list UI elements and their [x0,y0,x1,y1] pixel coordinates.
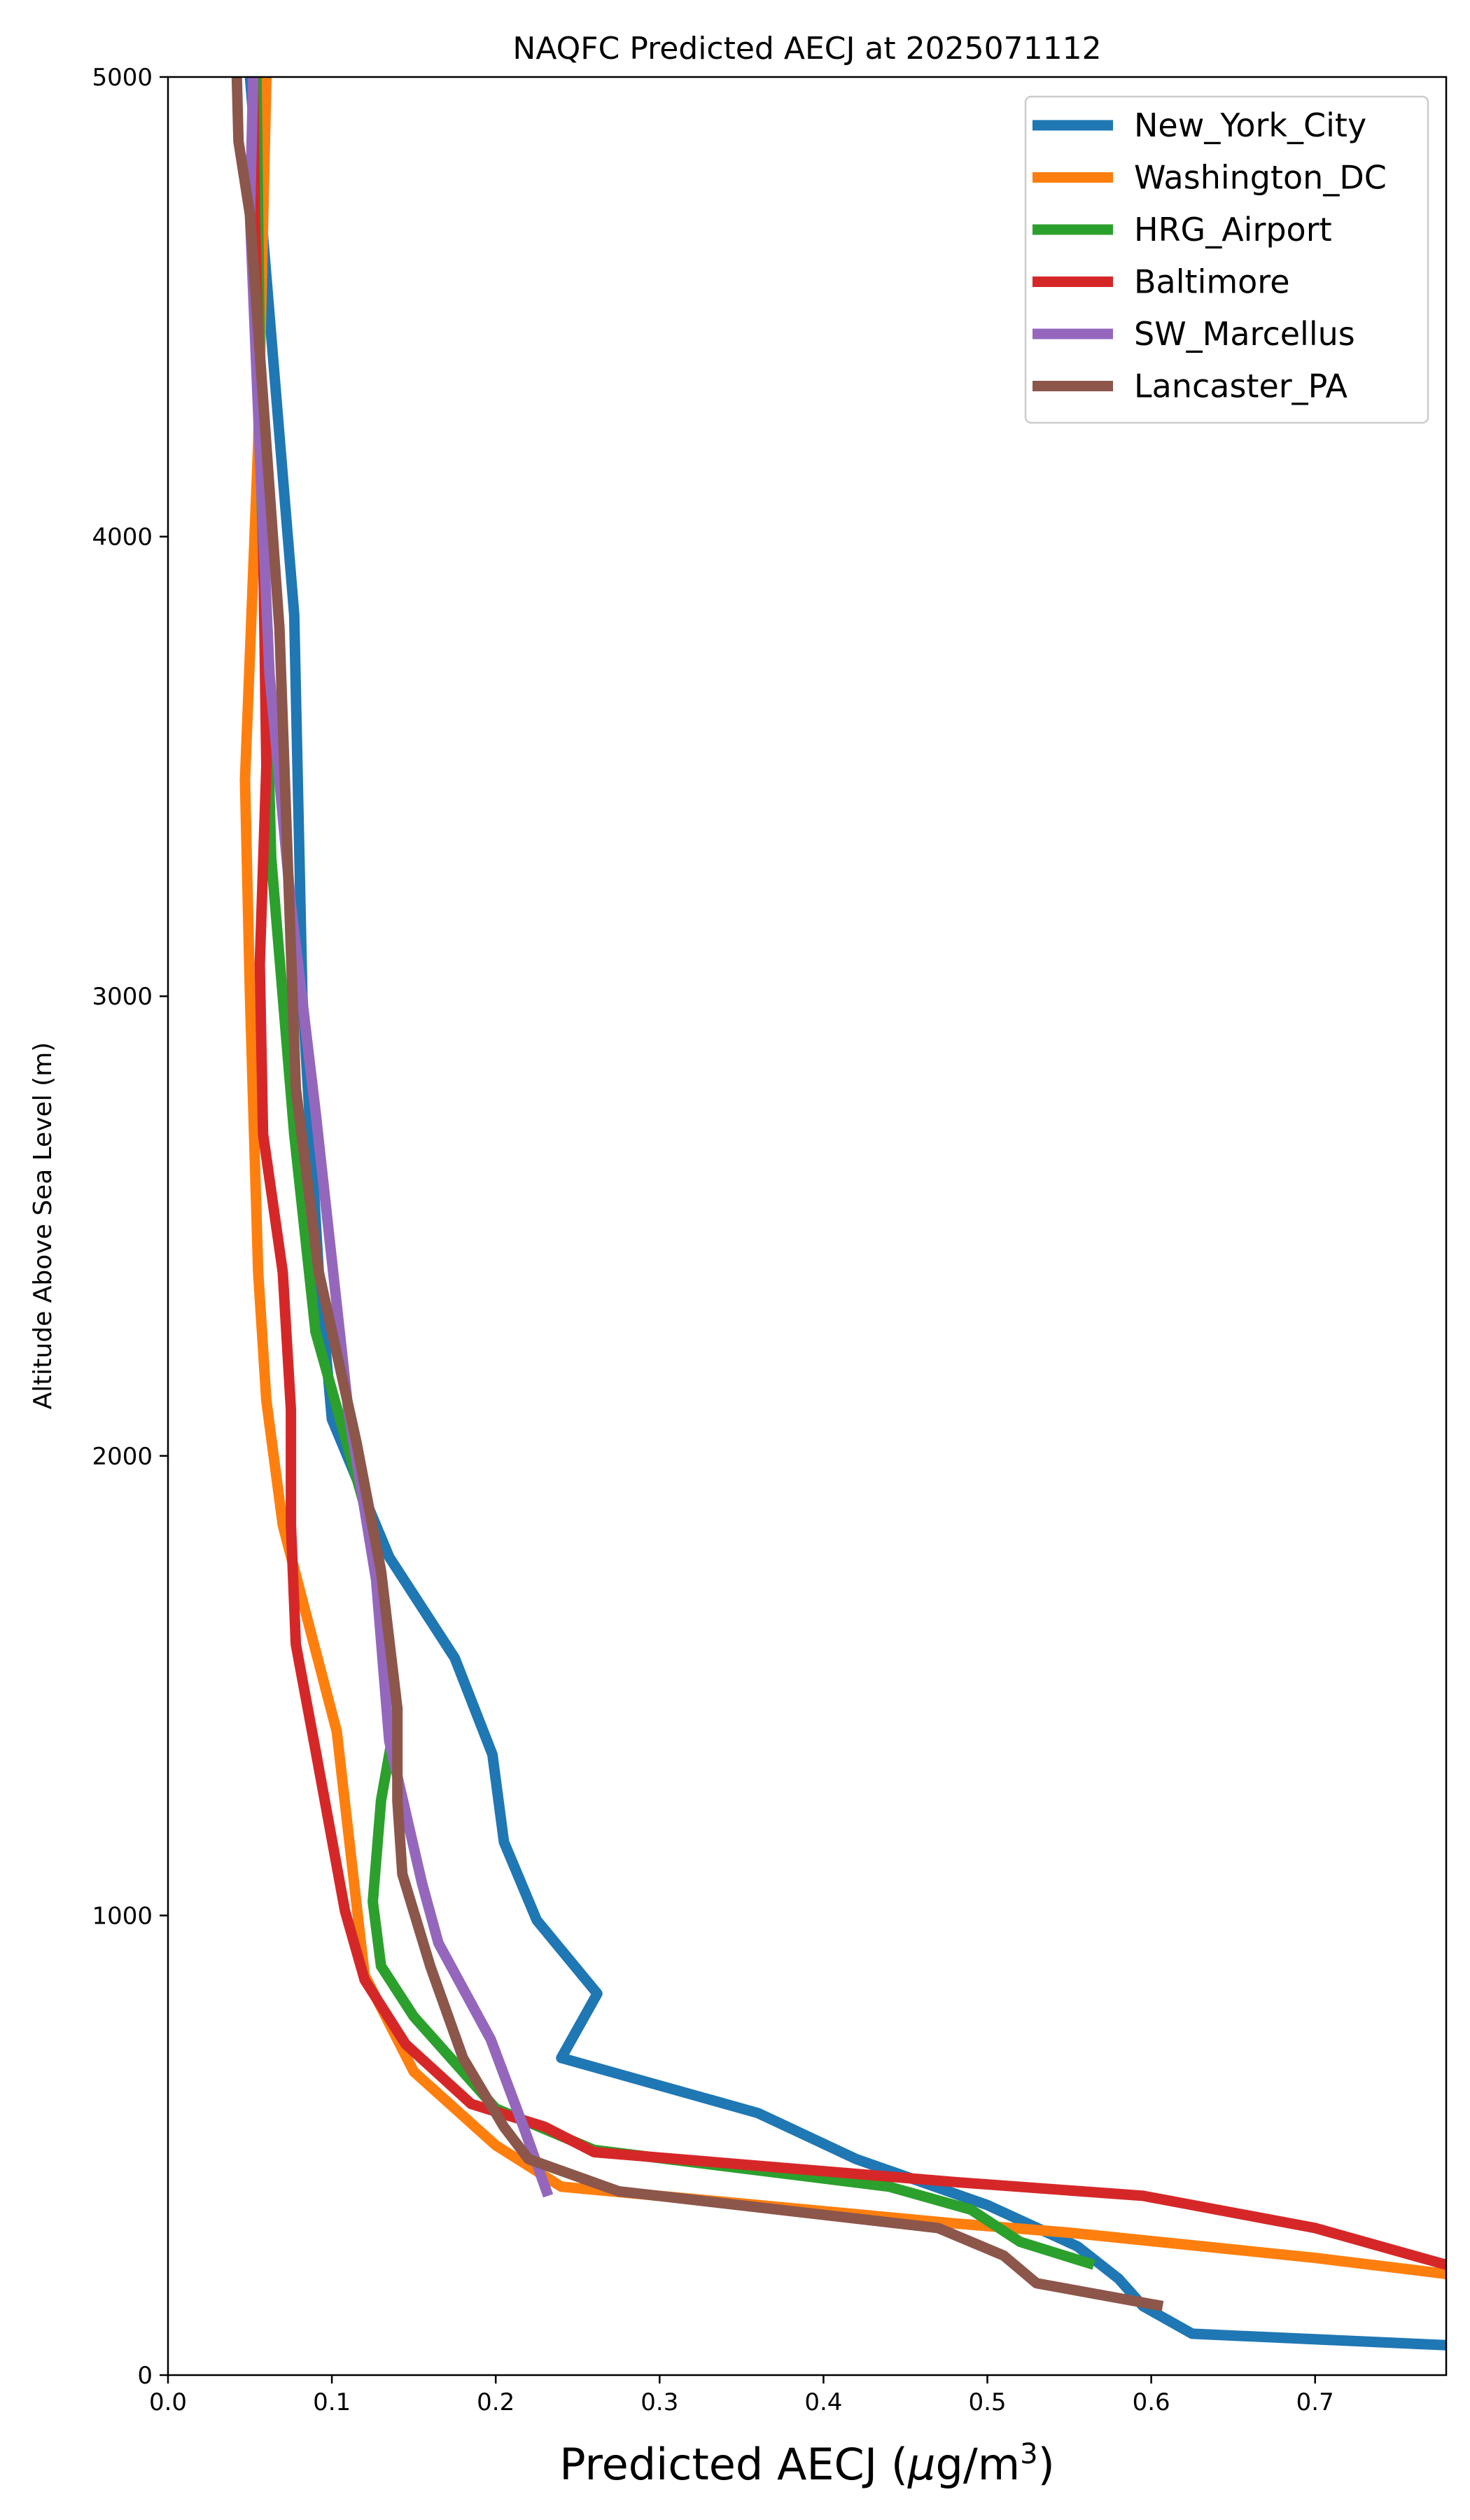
y-tick-label: 2000 [92,1443,153,1471]
x-tick-label: 0.2 [477,2388,514,2416]
x-axis-label-main: Predicted AECJ ( [559,2439,908,2490]
legend-label: SW_Marcellus [1134,315,1355,353]
y-tick-label: 5000 [92,64,153,92]
legend-label: Lancaster_PA [1134,368,1348,405]
x-tick-label: 0.1 [313,2388,351,2416]
y-tick-label: 3000 [92,983,153,1011]
legend: New_York_City Washington_DC HRG_Airport Bal… [1024,95,1429,424]
y-tick-label: 4000 [92,524,153,552]
x-axis-label: Predicted AECJ (μg/m3) [559,2438,1055,2490]
legend-label: Washington_DC [1134,159,1387,197]
y-tick-label: 1000 [92,1902,153,1930]
x-axis-label-exponent: 3 [1020,2438,1037,2470]
series-lines [231,77,1446,2351]
x-tick-label: 0.0 [149,2388,187,2416]
y-tick-label: 0 [137,2362,153,2390]
chart-title: NAQFC Predicted AECJ at 2025071112 [512,31,1101,66]
x-axis-label-unit: g/m [935,2439,1020,2490]
x-tick-label: 0.5 [968,2388,1006,2416]
y-axis-label: Altitude Above Sea Level (m) [29,1042,57,1410]
x-tick-label: 0.7 [1296,2388,1334,2416]
legend-label: Baltimore [1134,263,1290,301]
x-axis: 0.0 0.1 0.2 0.3 0.4 0.5 0.6 0.7 [149,2375,1334,2416]
x-axis-label-close: ) [1038,2439,1055,2490]
x-tick-label: 0.6 [1133,2388,1170,2416]
legend-label: New_York_City [1134,106,1366,144]
legend-box [1024,95,1429,424]
legend-label: HRG_Airport [1134,211,1332,248]
x-tick-label: 0.4 [804,2388,842,2416]
series-line-baltimore [248,77,1446,2270]
plot-frame [167,76,1448,2376]
x-tick-label: 0.3 [640,2388,678,2416]
series-line-lancaster-pa [231,77,1164,2311]
y-axis: 0 1000 2000 3000 4000 5000 [92,64,168,2390]
series-line-hrg-airport [251,77,1096,2270]
x-axis-label-mu: μ [907,2439,935,2490]
